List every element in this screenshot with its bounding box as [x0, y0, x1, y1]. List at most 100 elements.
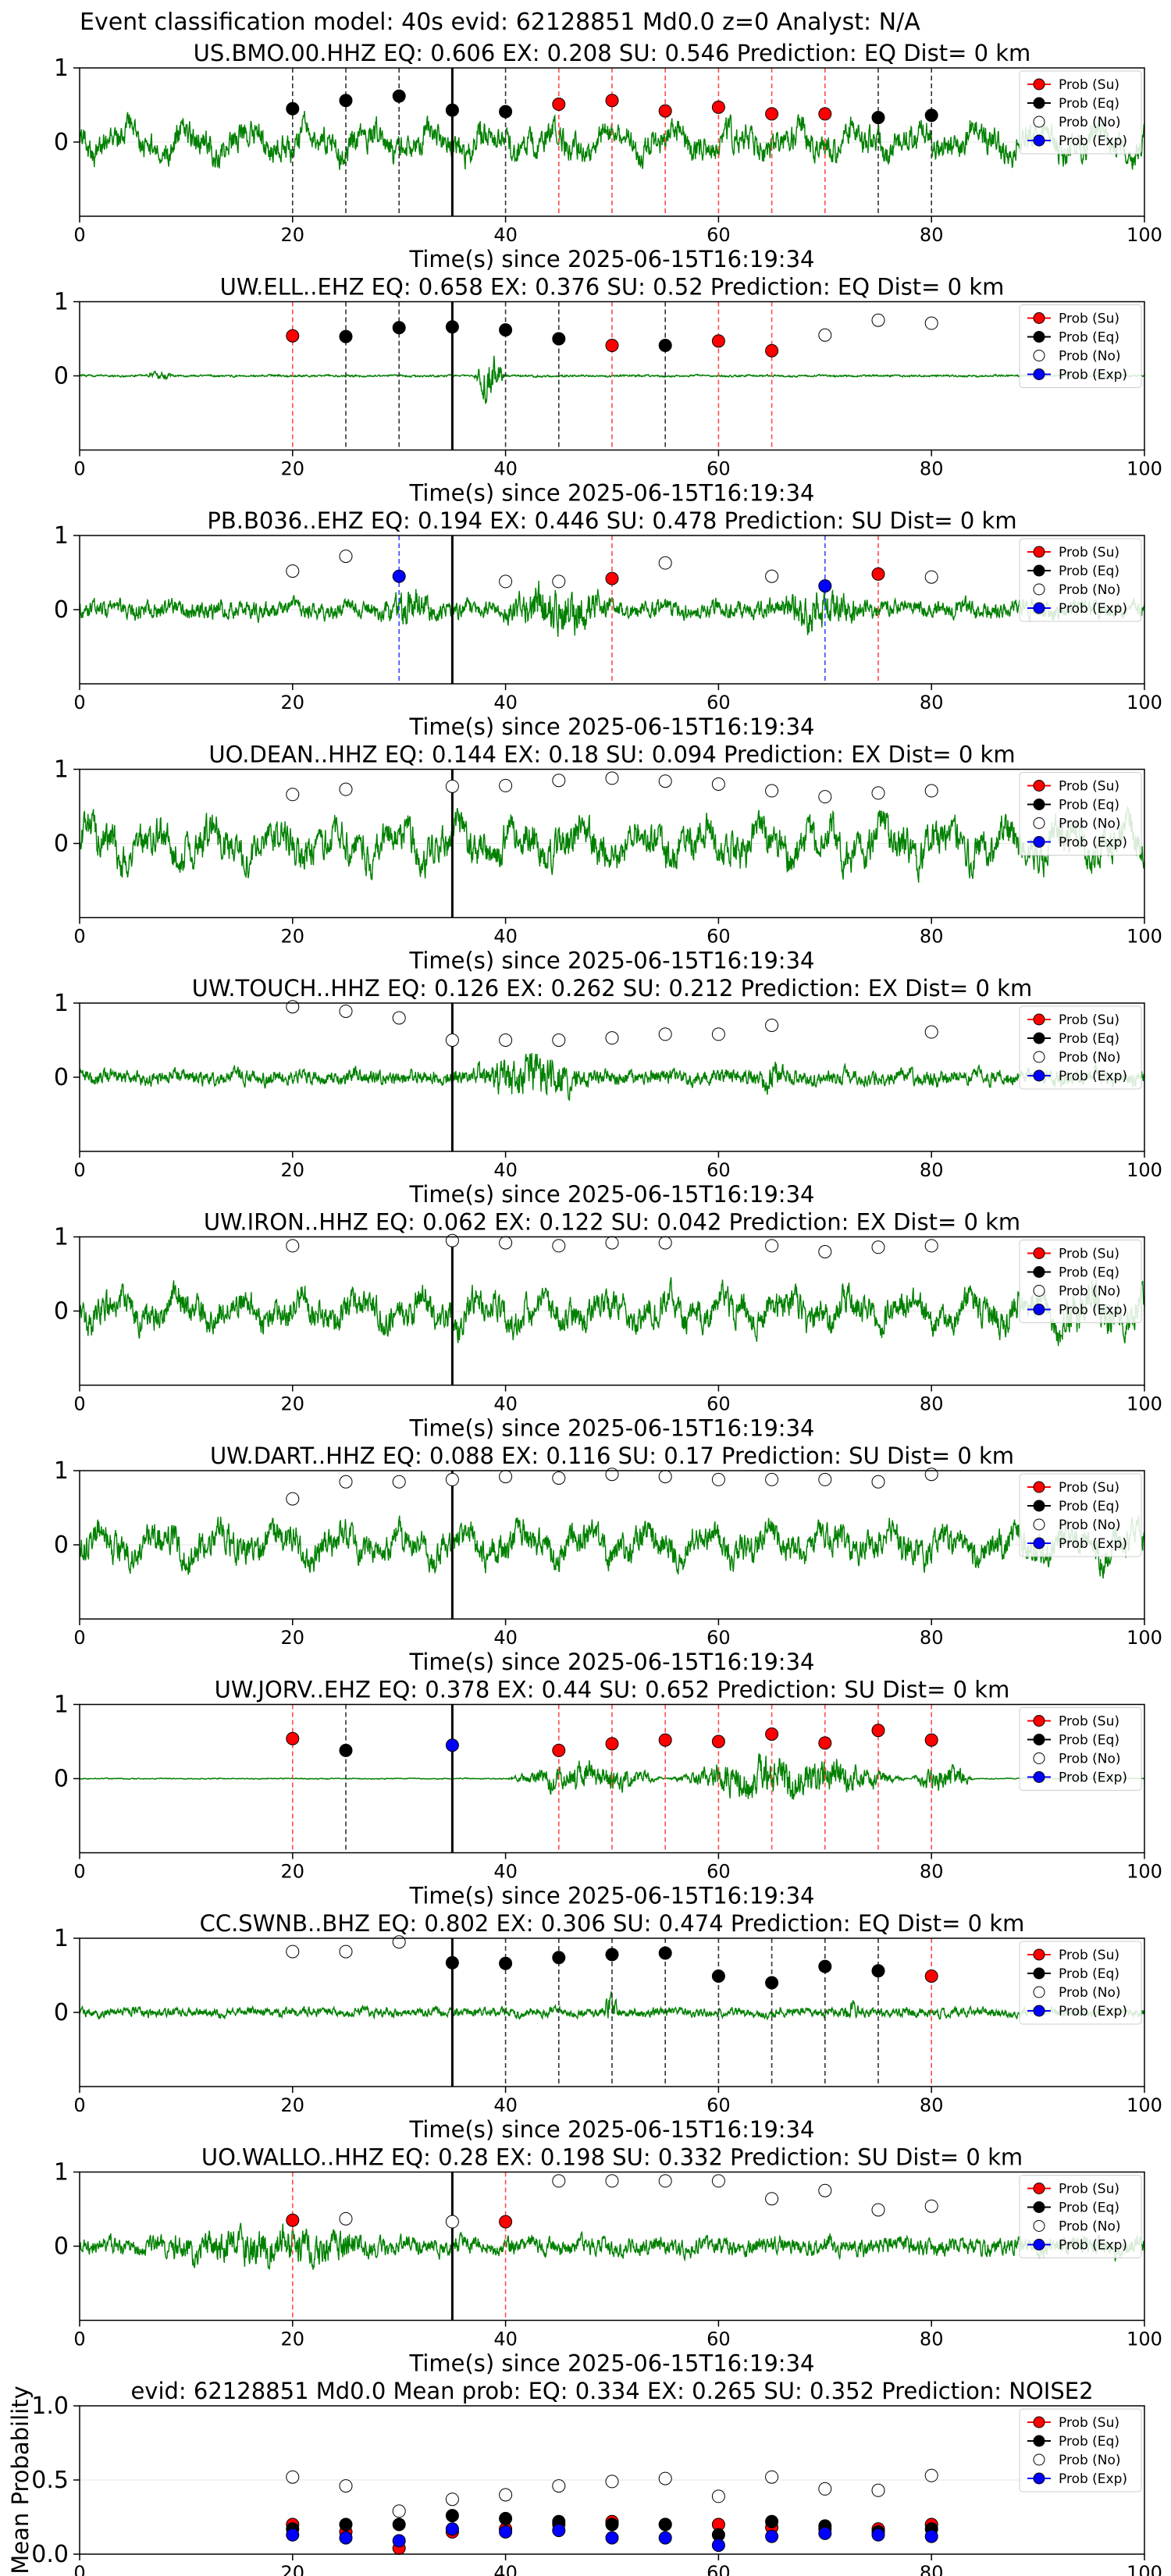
- x-tick-label: 60: [707, 458, 731, 480]
- legend-marker-exp: [1033, 2472, 1045, 2485]
- y-tick-label: 1: [54, 756, 69, 784]
- prob-marker-no: [818, 1472, 832, 1486]
- legend-box: [1019, 2408, 1142, 2492]
- prob-marker-no: [658, 556, 672, 570]
- prob-marker-su: [924, 1969, 938, 1983]
- prob-marker-no: [445, 779, 459, 793]
- mean-prob-marker-exp: [392, 2534, 406, 2548]
- y-tick-label: 0: [54, 831, 69, 858]
- legend-box: [1019, 538, 1142, 622]
- legend-marker-eq: [1033, 331, 1045, 343]
- mean-prob-marker-no: [765, 2470, 779, 2484]
- mean-prob-marker-no: [445, 2492, 459, 2507]
- panel-title: CC.SWNB..BHZ EQ: 0.802 EX: 0.306 SU: 0.4…: [200, 1910, 1025, 1937]
- x-tick-label: 20: [281, 1861, 305, 1883]
- figure-suptitle: Event classification model: 40s evid: 62…: [80, 9, 920, 36]
- legend-box: [1019, 1473, 1142, 1557]
- mean-prob-marker-no: [818, 2482, 832, 2496]
- prob-marker-su: [765, 107, 779, 121]
- panel-10: evid: 62128851 Md0.0 Mean prob: EQ: 0.33…: [7, 2378, 1162, 2576]
- x-tick-label: 40: [493, 1627, 518, 1649]
- prob-marker-no: [765, 2192, 779, 2206]
- legend-marker-su: [1033, 78, 1045, 91]
- legend-label: Prob (Eq): [1059, 1265, 1119, 1281]
- y-tick-label: 0: [54, 363, 69, 390]
- mean-prob-marker-eq: [445, 2509, 459, 2523]
- prob-marker-no: [499, 778, 513, 792]
- x-tick-label: 80: [920, 2562, 944, 2576]
- x-tick-label: 60: [707, 1393, 731, 1415]
- mean-prob-marker-no: [339, 2479, 353, 2493]
- prob-marker-no: [711, 1027, 725, 1041]
- prob-marker-eq: [499, 1956, 513, 1970]
- y-tick-label: 0: [54, 2233, 69, 2261]
- x-tick-label: 20: [281, 458, 305, 480]
- legend-marker-exp: [1033, 1537, 1045, 1550]
- prob-marker-su: [552, 1743, 566, 1757]
- legend-label: Prob (No): [1059, 2453, 1121, 2468]
- x-tick-label: 0: [73, 2094, 85, 2116]
- x-tick-label: 40: [493, 2094, 518, 2116]
- x-tick-label: 80: [920, 224, 944, 246]
- prob-marker-no: [924, 2199, 938, 2213]
- panel-5: UW.IRON..HHZ EQ: 0.062 EX: 0.122 SU: 0.0…: [54, 1209, 1162, 1442]
- x-tick-label: 100: [1127, 224, 1162, 246]
- legend-label: Prob (No): [1059, 115, 1121, 130]
- legend-label: Prob (Exp): [1059, 1069, 1127, 1084]
- mean-prob-marker-no: [711, 2489, 725, 2503]
- legend-label: Prob (Su): [1059, 1948, 1119, 1963]
- prob-marker-eq: [765, 1976, 779, 1990]
- prob-marker-no: [871, 1240, 885, 1254]
- x-tick-label: 80: [920, 458, 944, 480]
- prob-marker-su: [765, 343, 779, 358]
- prob-marker-no: [924, 784, 938, 798]
- waveform-trace: [80, 1991, 1144, 2021]
- legend-marker-eq: [1033, 1500, 1045, 1512]
- prob-marker-su: [605, 339, 619, 353]
- legend-marker-exp: [1033, 1069, 1045, 1082]
- prob-marker-no: [924, 570, 938, 584]
- x-tick-label: 0: [73, 926, 85, 948]
- panel-9: UO.WALLO..HHZ EQ: 0.28 EX: 0.198 SU: 0.3…: [54, 2144, 1162, 2377]
- legend-marker-eq: [1033, 799, 1045, 810]
- prob-marker-eq: [339, 329, 353, 343]
- x-tick-label: 20: [281, 926, 305, 948]
- legend-marker-eq: [1033, 1032, 1045, 1044]
- prob-marker-no: [552, 2174, 566, 2188]
- mean-prob-marker-eq: [499, 2511, 513, 2525]
- legend-label: Prob (No): [1059, 349, 1121, 365]
- legend-label: Prob (Su): [1059, 1012, 1119, 1028]
- prob-marker-no: [286, 1492, 300, 1506]
- prob-marker-no: [552, 1239, 566, 1253]
- x-axis-label: Time(s) since 2025-06-15T16:19:34: [409, 1415, 815, 1442]
- prob-marker-su: [818, 107, 832, 121]
- x-tick-label: 0: [73, 692, 85, 713]
- legend-label: Prob (Exp): [1059, 1536, 1127, 1552]
- prob-marker-eq: [286, 101, 300, 116]
- panel-title: UW.ELL..EHZ EQ: 0.658 EX: 0.376 SU: 0.52…: [220, 274, 1005, 301]
- prob-marker-eq: [658, 1946, 672, 1960]
- x-tick-label: 40: [493, 1393, 518, 1415]
- prob-marker-su: [286, 329, 300, 343]
- legend-label: Prob (Su): [1059, 1714, 1119, 1730]
- waveform-trace: [80, 580, 1144, 637]
- waveform-trace: [80, 1753, 1144, 1800]
- x-tick-label: 100: [1127, 692, 1162, 713]
- prob-marker-su: [711, 334, 725, 348]
- prob-marker-no: [605, 1236, 619, 1250]
- panel-8: CC.SWNB..BHZ EQ: 0.802 EX: 0.306 SU: 0.4…: [54, 1910, 1162, 2143]
- prob-marker-su: [605, 571, 619, 585]
- x-tick-label: 100: [1127, 458, 1162, 480]
- prob-marker-su: [605, 94, 619, 108]
- legend-label: Prob (Eq): [1059, 2201, 1119, 2216]
- x-tick-label: 100: [1127, 2329, 1162, 2350]
- legend-marker-eq: [1033, 1734, 1045, 1745]
- prob-marker-no: [552, 774, 566, 788]
- legend-marker-exp: [1033, 602, 1045, 614]
- legend-marker-su: [1033, 1948, 1045, 1961]
- prob-marker-no: [286, 1944, 300, 1959]
- legend-marker-eq: [1033, 2201, 1045, 2213]
- legend-label: Prob (Eq): [1059, 564, 1119, 579]
- mean-prob-marker-exp: [871, 2528, 885, 2542]
- legend-marker-no: [1033, 817, 1045, 829]
